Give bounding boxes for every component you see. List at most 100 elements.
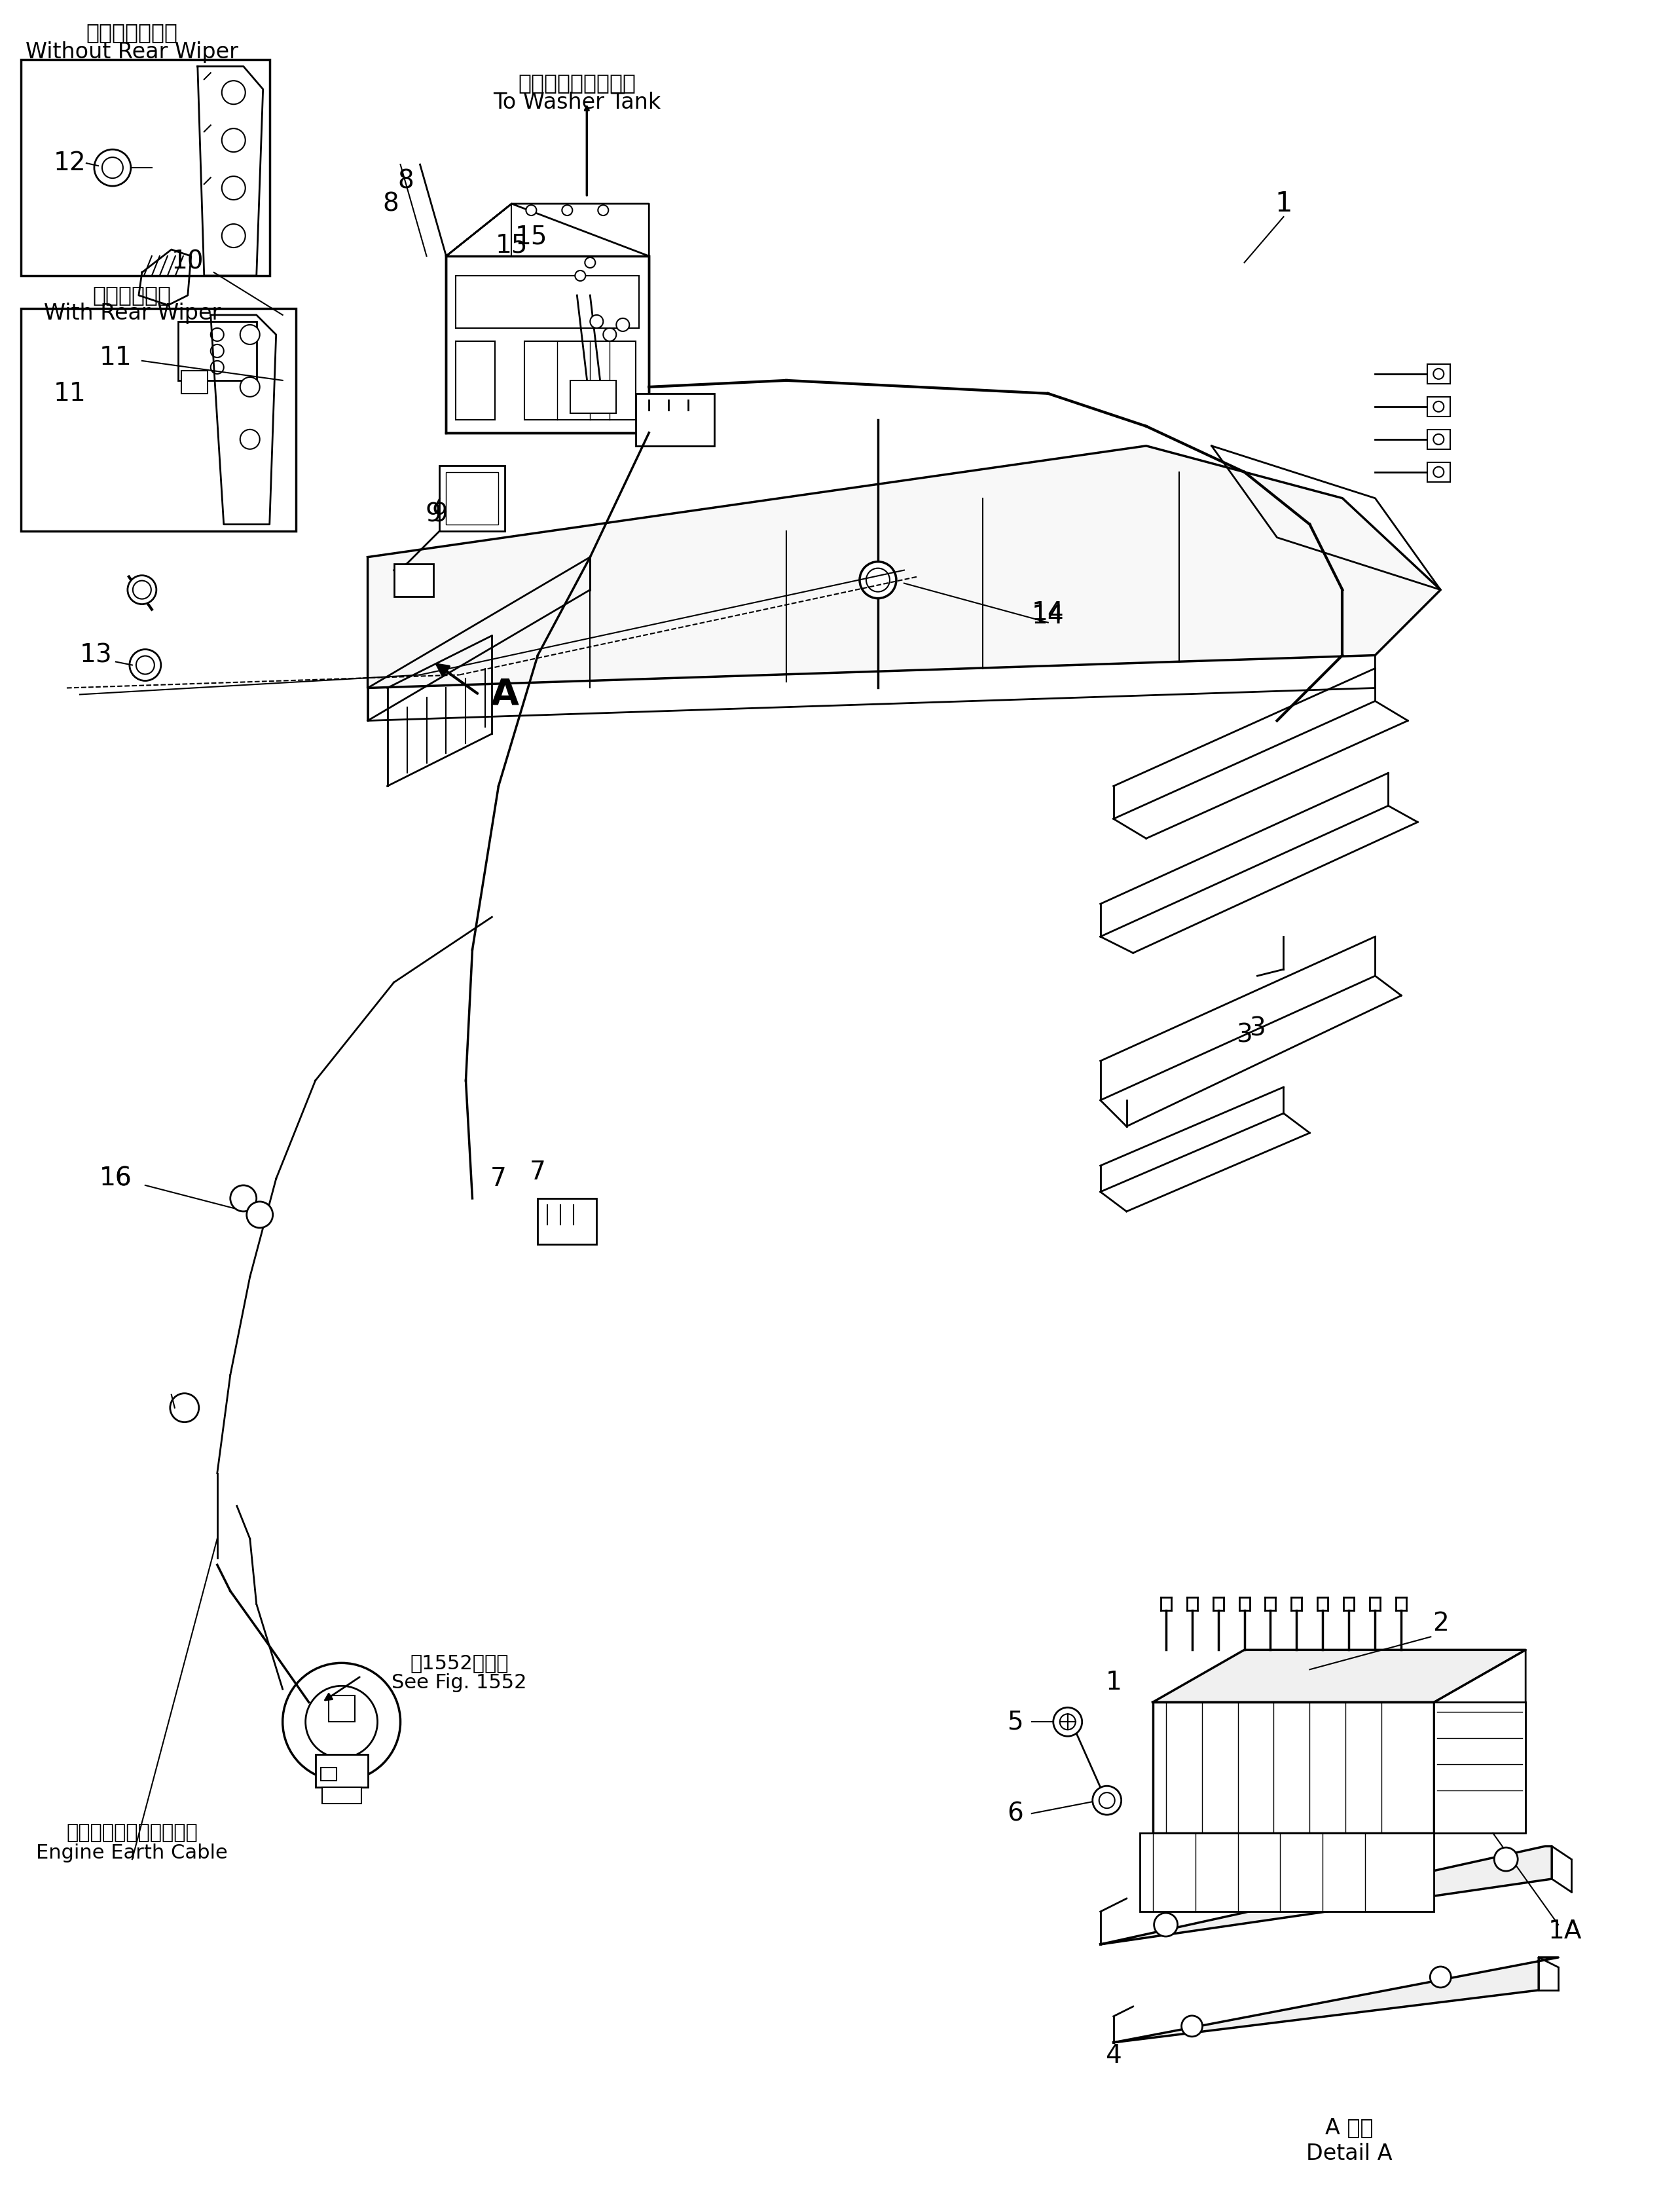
Polygon shape xyxy=(1100,1846,1552,1945)
Circle shape xyxy=(306,1687,378,1757)
Circle shape xyxy=(1331,1868,1354,1890)
Circle shape xyxy=(1060,1713,1075,1729)
Bar xyxy=(1428,364,1450,384)
Circle shape xyxy=(222,128,245,152)
Circle shape xyxy=(590,315,603,329)
Text: Engine Earth Cable: Engine Earth Cable xyxy=(37,1843,228,1863)
Bar xyxy=(178,322,257,381)
Bar xyxy=(328,1696,354,1722)
Circle shape xyxy=(1433,368,1443,379)
Circle shape xyxy=(575,271,586,280)
Text: 15: 15 xyxy=(496,232,528,258)
Circle shape xyxy=(670,406,685,421)
Text: A: A xyxy=(491,677,519,712)
Bar xyxy=(1152,1702,1435,1832)
Circle shape xyxy=(1433,401,1443,412)
Bar xyxy=(316,1755,368,1788)
Text: リヤワイバなし: リヤワイバなし xyxy=(86,22,178,44)
Circle shape xyxy=(617,318,630,331)
Circle shape xyxy=(694,406,709,421)
Bar xyxy=(455,276,638,329)
Circle shape xyxy=(603,329,617,342)
Bar xyxy=(20,309,296,531)
Circle shape xyxy=(210,344,223,357)
Bar xyxy=(538,1197,596,1244)
Circle shape xyxy=(598,205,608,216)
Circle shape xyxy=(860,562,895,598)
Text: 16: 16 xyxy=(99,1166,133,1191)
Circle shape xyxy=(210,329,223,342)
Circle shape xyxy=(129,648,161,681)
Circle shape xyxy=(210,362,223,375)
Circle shape xyxy=(222,82,245,104)
Text: リヤワイバ付: リヤワイバ付 xyxy=(92,284,171,306)
Circle shape xyxy=(1433,467,1443,476)
Text: 1: 1 xyxy=(1275,190,1292,218)
Text: 2: 2 xyxy=(1433,1612,1448,1636)
Circle shape xyxy=(1154,1914,1178,1936)
Text: 15: 15 xyxy=(516,225,548,249)
Text: 7: 7 xyxy=(491,1166,507,1191)
Text: ウォッシャタンクへ: ウォッシャタンクへ xyxy=(517,73,637,93)
Circle shape xyxy=(240,430,260,450)
Text: エンジンアースケーブル: エンジンアースケーブル xyxy=(67,1824,198,1843)
Text: Detail A: Detail A xyxy=(1305,2143,1393,2165)
Text: 4: 4 xyxy=(1105,2044,1122,2068)
Bar xyxy=(323,1788,361,1804)
Text: 10: 10 xyxy=(171,249,203,273)
Bar xyxy=(1428,463,1450,483)
Circle shape xyxy=(648,426,664,441)
Circle shape xyxy=(526,205,536,216)
Circle shape xyxy=(1494,1848,1517,1872)
Circle shape xyxy=(170,1394,198,1422)
Text: 第1552図参照: 第1552図参照 xyxy=(410,1654,509,1671)
Circle shape xyxy=(222,225,245,247)
Circle shape xyxy=(240,377,260,397)
Text: 8: 8 xyxy=(398,168,413,194)
Text: To Washer Tank: To Washer Tank xyxy=(494,90,660,112)
Circle shape xyxy=(94,150,131,185)
Bar xyxy=(1428,397,1450,417)
Text: 9: 9 xyxy=(425,503,442,527)
Circle shape xyxy=(230,1186,257,1211)
Circle shape xyxy=(133,580,151,600)
Circle shape xyxy=(867,569,890,591)
Text: 13: 13 xyxy=(81,644,113,668)
Circle shape xyxy=(694,426,709,441)
Bar xyxy=(440,465,506,531)
Bar xyxy=(1428,430,1450,450)
Bar xyxy=(571,381,617,412)
Text: 3: 3 xyxy=(1250,1017,1265,1041)
Circle shape xyxy=(102,157,123,179)
Circle shape xyxy=(670,426,685,441)
Text: 11: 11 xyxy=(99,344,133,370)
Text: 14: 14 xyxy=(1032,604,1065,628)
Text: 1: 1 xyxy=(1105,1669,1122,1696)
Circle shape xyxy=(240,324,260,344)
Circle shape xyxy=(1430,1967,1452,1987)
Bar xyxy=(455,342,496,419)
Circle shape xyxy=(563,205,573,216)
Text: 7: 7 xyxy=(529,1160,546,1184)
Circle shape xyxy=(222,176,245,201)
Circle shape xyxy=(1099,1793,1116,1808)
Polygon shape xyxy=(1114,1958,1559,2042)
Text: 6: 6 xyxy=(1008,1801,1023,1826)
Bar xyxy=(447,256,648,432)
Circle shape xyxy=(136,655,155,675)
Text: 8: 8 xyxy=(383,192,398,216)
Circle shape xyxy=(128,576,156,604)
Circle shape xyxy=(1092,1786,1121,1815)
Circle shape xyxy=(282,1663,400,1782)
Circle shape xyxy=(1181,2015,1203,2037)
Text: Without Rear Wiper: Without Rear Wiper xyxy=(25,42,239,62)
Bar xyxy=(447,472,499,525)
Bar xyxy=(1435,1702,1525,1832)
Text: 14: 14 xyxy=(1032,600,1065,626)
Text: 12: 12 xyxy=(54,150,86,176)
Circle shape xyxy=(585,258,595,267)
Text: See Fig. 1552: See Fig. 1552 xyxy=(391,1674,528,1691)
Text: 9: 9 xyxy=(432,503,449,527)
Bar xyxy=(1139,1832,1435,1912)
Text: With Rear Wiper: With Rear Wiper xyxy=(44,302,220,324)
